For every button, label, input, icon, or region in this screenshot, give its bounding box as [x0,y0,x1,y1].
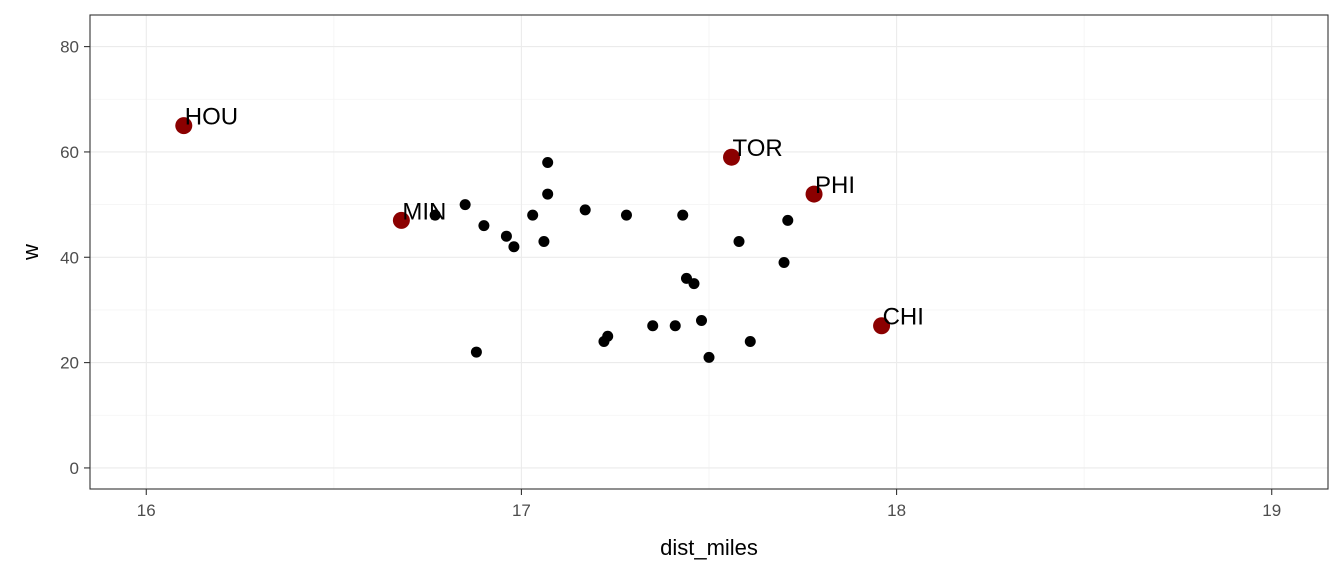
scatter-point [470,346,482,358]
x-axis-title: dist_miles [660,535,758,560]
scatter-point [669,320,681,332]
highlight-point [392,211,410,229]
x-axis-ticks: 16 17 18 19 [137,489,1281,520]
plot-panel-border [89,14,1329,490]
y-tick-label: 0 [70,459,79,478]
scatter-point [429,209,441,221]
scatter-point [688,278,700,290]
scatter-point [733,235,745,247]
highlight-point [805,185,823,203]
scatter-point [703,351,715,363]
scatter-point [500,230,512,242]
scatter-point [602,330,614,342]
scatter-point [527,209,539,221]
point-label: TOR [733,135,783,162]
y-tick-label: 20 [60,354,79,373]
x-tick-label: 18 [887,501,906,520]
scatter-point [508,241,520,253]
point-label: PHI [815,172,855,199]
y-axis-title: w [18,244,43,261]
data-points [429,156,794,363]
scatter-point [538,235,550,247]
scatter-point [542,156,554,168]
highlight-point [873,317,891,335]
y-tick-label: 80 [60,38,79,57]
highlight-point [175,117,193,135]
y-tick-label: 40 [60,248,79,267]
scatter-point [542,188,554,200]
highlighted-points [175,117,891,335]
scatter-point [620,209,632,221]
x-tick-label: 16 [137,501,156,520]
scatter-point [695,314,707,326]
scatter-point [744,336,756,348]
point-label: MIN [402,198,446,225]
scatter-point [677,209,689,221]
x-tick-label: 17 [512,501,531,520]
scatter-point [478,220,490,232]
y-tick-label: 60 [60,143,79,162]
point-label: HOU [185,104,238,131]
highlight-point [723,148,741,166]
scatter-point [579,204,591,216]
minor-gridlines [90,15,1328,489]
x-tick-label: 19 [1262,501,1281,520]
y-axis-ticks: 0 20 40 60 80 [60,38,90,478]
point-label: CHI [883,304,924,331]
scatter-point [778,257,790,269]
scatter-point [647,320,659,332]
scatter-point [459,199,471,211]
point-labels: HOU MIN TOR PHI CHI [185,104,924,331]
scatter-point [782,214,794,226]
